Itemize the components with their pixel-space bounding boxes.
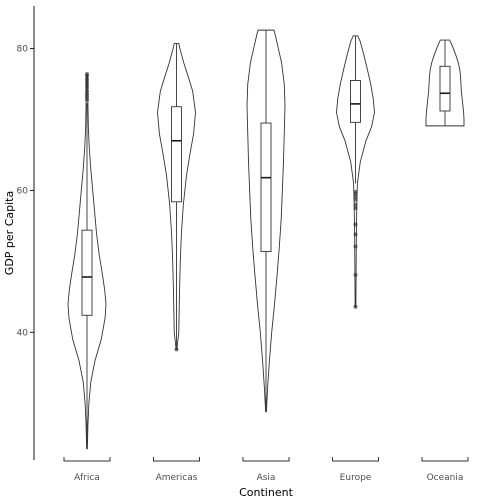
y-tick-label: 60 bbox=[17, 186, 29, 196]
outlier-point bbox=[353, 189, 358, 194]
x-axis-brackets bbox=[63, 457, 469, 462]
outlier-point bbox=[353, 244, 358, 249]
violin-group bbox=[67, 72, 107, 450]
x-axis-bracket bbox=[153, 457, 200, 462]
box-iqr bbox=[350, 80, 361, 123]
outlier-point bbox=[85, 82, 89, 87]
outlier-point bbox=[85, 77, 89, 82]
violin-group bbox=[425, 39, 465, 127]
x-axis-title: Continent bbox=[239, 486, 293, 499]
violin-group bbox=[157, 43, 196, 352]
box-iqr bbox=[439, 65, 451, 112]
y-axis-title: GDP per Capita bbox=[3, 191, 16, 275]
x-tick-label: Oceania bbox=[427, 473, 464, 483]
outlier-point bbox=[353, 232, 358, 237]
outlier-point bbox=[353, 202, 358, 207]
outlier-point bbox=[85, 91, 89, 96]
outlier-point bbox=[353, 197, 358, 202]
x-axis-bracket bbox=[332, 457, 379, 462]
x-axis-bracket bbox=[242, 457, 290, 462]
outlier-point bbox=[353, 222, 358, 227]
x-tick-label: Americas bbox=[156, 473, 198, 483]
x-axis-bracket bbox=[421, 457, 469, 462]
violin-group bbox=[246, 29, 286, 413]
x-tick-label: Europe bbox=[340, 473, 372, 483]
y-axis-ticks: 40 60 80 bbox=[17, 45, 34, 338]
outlier-point bbox=[85, 72, 89, 77]
y-tick-label: 40 bbox=[17, 328, 29, 338]
x-axis-ticks: Africa Americas Asia Europe Oceania bbox=[74, 473, 463, 483]
x-tick-label: Asia bbox=[257, 473, 276, 483]
outlier-point bbox=[85, 79, 89, 84]
box-iqr bbox=[81, 229, 93, 316]
outlier-point bbox=[85, 97, 89, 102]
violin-layer bbox=[67, 29, 465, 450]
outlier-point bbox=[353, 194, 358, 199]
violin-group bbox=[336, 35, 375, 309]
x-tick-label: Africa bbox=[74, 473, 100, 483]
outlier-point bbox=[353, 272, 358, 277]
box-iqr bbox=[260, 122, 272, 252]
outlier-point bbox=[85, 94, 89, 99]
outlier-point bbox=[85, 89, 89, 94]
outlier-point bbox=[174, 347, 179, 352]
outlier-point bbox=[353, 304, 358, 309]
y-tick-label: 80 bbox=[17, 45, 29, 55]
x-axis-bracket bbox=[63, 457, 111, 462]
outlier-point bbox=[85, 85, 89, 90]
box-iqr bbox=[171, 106, 182, 203]
outlier-point bbox=[353, 206, 358, 211]
